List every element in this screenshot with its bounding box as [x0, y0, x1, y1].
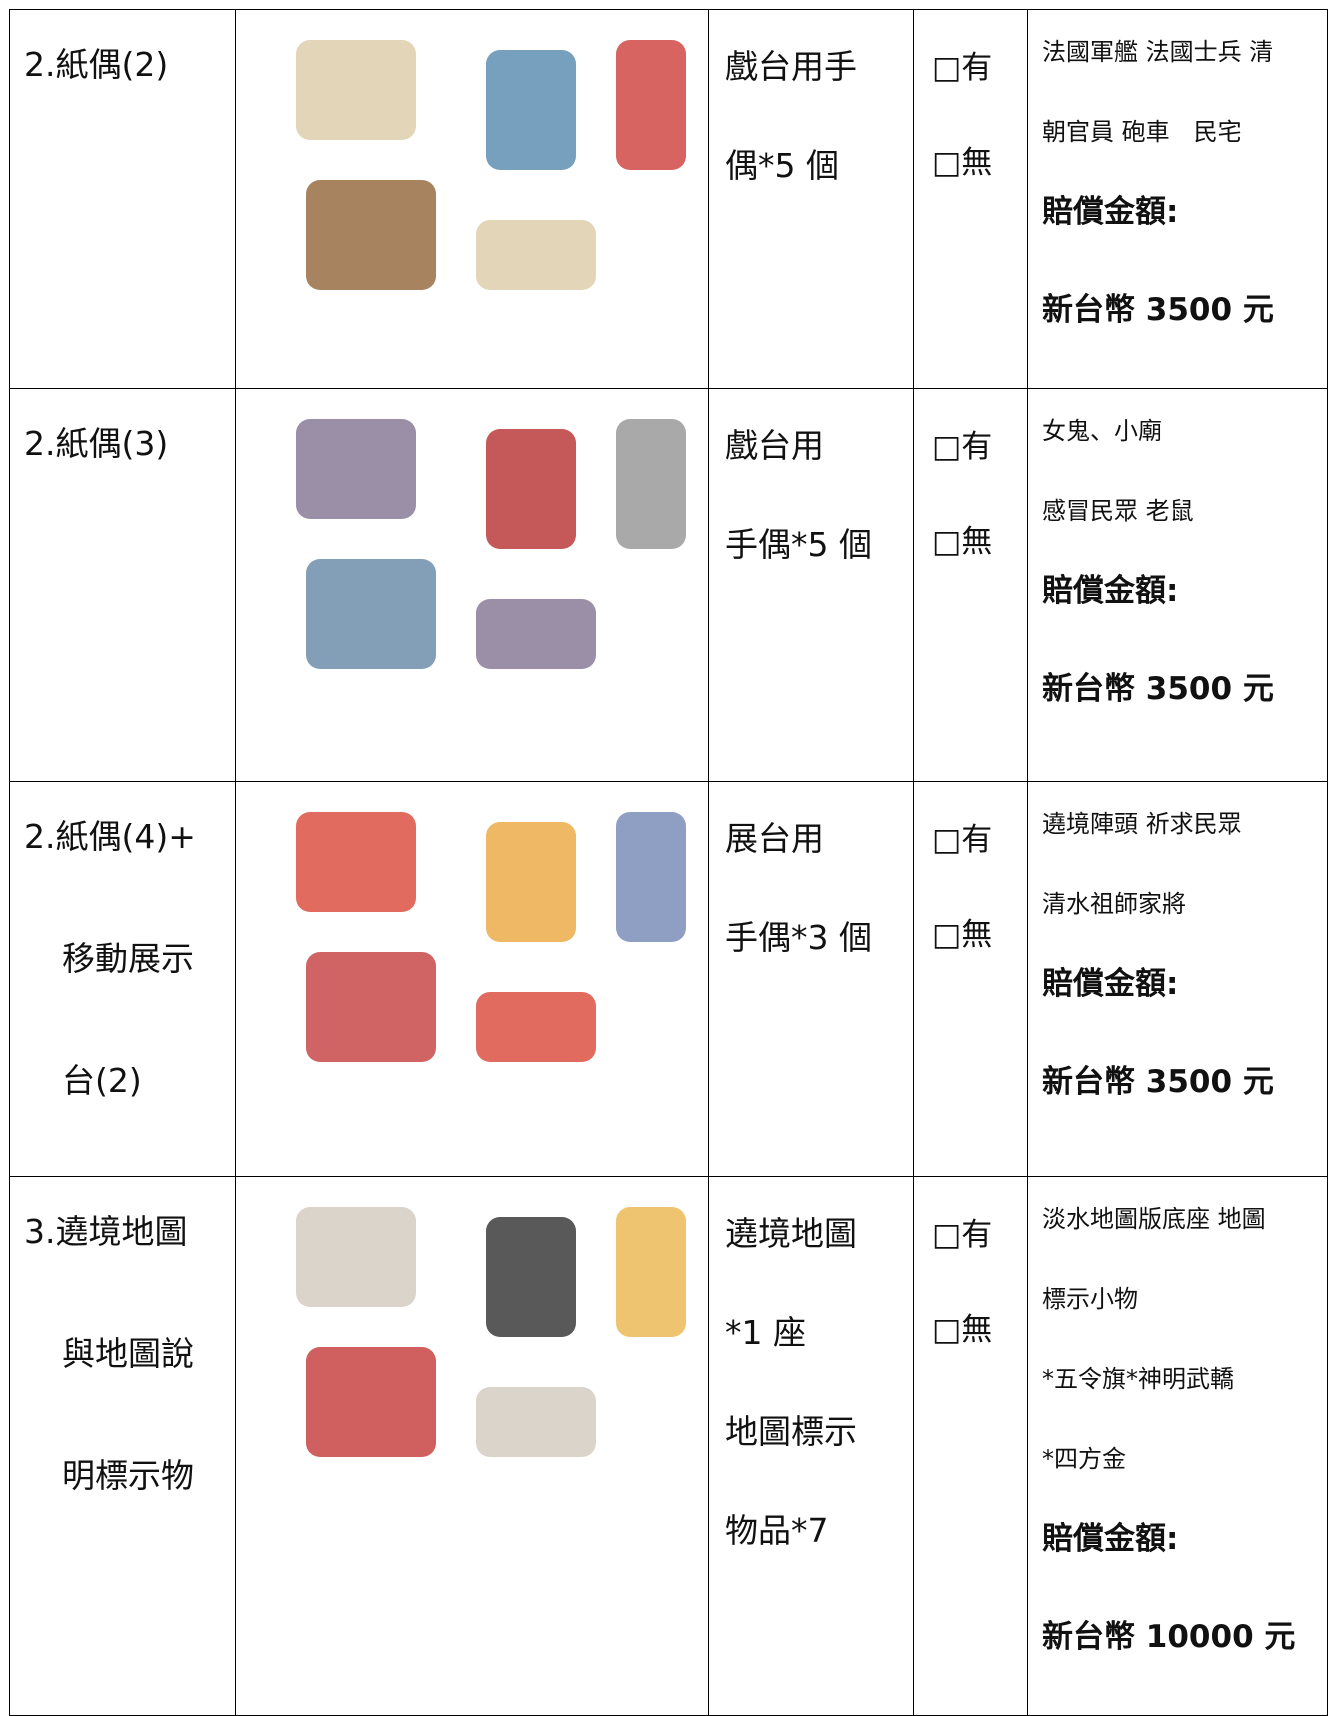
- compensation-text: 新台幣 10000 元: [1042, 1619, 1296, 1655]
- illustration-shape: [476, 220, 596, 290]
- check-option: □有: [932, 822, 993, 858]
- illustration-shape: [306, 1347, 436, 1457]
- item-text: 2.紙偶(3): [24, 424, 169, 463]
- usage-cell: 遶境地圖 *1 座地圖標示物品*7: [708, 1176, 914, 1716]
- illustration-shape: [296, 40, 416, 140]
- compensation-text: 新台幣 3500 元: [1042, 292, 1274, 328]
- usage-cell: 戲台用手偶*5 個: [708, 9, 914, 389]
- description-text: *四方金: [1042, 1445, 1126, 1473]
- usage-text: 手偶*3 個: [725, 918, 872, 957]
- check-option: □無: [932, 1312, 993, 1348]
- check-cell: □有 □無: [913, 9, 1028, 389]
- usage-text: 偶*5 個: [725, 146, 839, 185]
- check-cell: □有 □無: [913, 388, 1028, 782]
- picture-cell: [235, 1176, 709, 1716]
- description-cell: 遶境陣頭 祈求民眾 清水祖師家將賠償金額: 新台幣 3500 元: [1027, 781, 1328, 1177]
- table-row: 2.紙偶(4)+ 移動展示 台(2) 展台用 手偶*3 個 □有 □無 遶境陣頭 祈求民眾 清水…: [9, 781, 1328, 1177]
- illustration-shape: [296, 419, 416, 519]
- item-text: 2.紙偶(2): [24, 45, 169, 84]
- compensation-text: 新台幣 3500 元: [1042, 1064, 1274, 1100]
- description-text: *五令旗*神明武轎: [1042, 1365, 1234, 1393]
- usage-text: 展台用: [725, 819, 824, 858]
- check-option: □無: [932, 145, 993, 181]
- illustration-shape: [486, 822, 576, 942]
- description-text: 感冒民眾 老鼠: [1042, 497, 1194, 525]
- description-text: 法國軍艦 法國士兵 清: [1042, 38, 1274, 66]
- item-text: 與地圖說: [62, 1334, 194, 1373]
- usage-text: *1 座: [725, 1313, 806, 1352]
- usage-text: 戲台用: [725, 426, 824, 465]
- picture-cell: [235, 781, 709, 1177]
- table-row: 2.紙偶(3) 戲台用手偶*5 個 □有 □無 女鬼、小廟感冒民眾 老鼠賠償金額: 新台幣…: [9, 388, 1328, 782]
- check-option: □有: [932, 1217, 993, 1253]
- compensation-text: 新台幣 3500 元: [1042, 671, 1274, 707]
- compensation: 賠償金額: 新台幣 10000 元: [1042, 1519, 1327, 1715]
- table-row: 3.遶境地圖 與地圖說 明標示物 遶境地圖 *1 座地圖標示 物品*7 □有 □無 淡水地圖版底…: [9, 1176, 1328, 1716]
- compensation: 賠償金額: 新台幣 3500 元: [1042, 964, 1327, 1160]
- item-text: 台(2): [62, 1061, 142, 1100]
- check-cell: □有 □無: [913, 1176, 1028, 1716]
- illustration-shape: [616, 1207, 686, 1337]
- check-cell: □有 □無: [913, 781, 1028, 1177]
- usage-text: 遶境地圖: [725, 1214, 857, 1253]
- illustration-shape: [476, 1387, 596, 1457]
- picture-cell: [235, 9, 709, 389]
- description-text: 淡水地圖版底座 地圖: [1042, 1205, 1266, 1233]
- usage-cell: 展台用手偶*3 個: [708, 781, 914, 1177]
- illustration-shape: [486, 1217, 576, 1337]
- illustration-shape: [306, 180, 436, 290]
- description-text: 遶境陣頭 祈求民眾: [1042, 810, 1242, 838]
- illustration-shape: [616, 812, 686, 942]
- description-text: 標示小物: [1042, 1285, 1138, 1313]
- description-cell: 女鬼、小廟感冒民眾 老鼠賠償金額: 新台幣 3500 元: [1027, 388, 1328, 782]
- illustration-shape: [476, 992, 596, 1062]
- illustration-shape: [306, 559, 436, 669]
- description-text: 朝官員 砲車 民宅: [1042, 118, 1242, 146]
- description-cell: 淡水地圖版底座 地圖 標示小物 *五令旗*神明武轎 *四方金賠償金額: 新台幣 1000…: [1027, 1176, 1328, 1716]
- item-text: 明標示物: [62, 1456, 194, 1495]
- illustration-shape: [476, 599, 596, 669]
- item-text: 2.紙偶(4)+: [24, 817, 196, 856]
- item-cell: 2.紙偶(4)+ 移動展示台(2): [9, 781, 236, 1177]
- illustration-shape: [616, 40, 686, 170]
- illustration-shape: [486, 429, 576, 549]
- item-cell: 2.紙偶(3): [9, 388, 236, 782]
- picture-cell: [235, 388, 709, 782]
- check-option: □有: [932, 50, 993, 86]
- check-option: □無: [932, 524, 993, 560]
- usage-text: 戲台用手: [725, 47, 857, 86]
- check-option: □有: [932, 429, 993, 465]
- description-cell: 法國軍艦 法國士兵 清朝官員 砲車 民宅賠償金額: 新台幣 3500 元: [1027, 9, 1328, 389]
- compensation-text: 賠償金額:: [1042, 966, 1179, 1002]
- illustration: [296, 812, 686, 1062]
- item-text: 移動展示: [62, 939, 194, 978]
- usage-cell: 戲台用手偶*5 個: [708, 388, 914, 782]
- illustration-shape: [306, 952, 436, 1062]
- usage-text: 地圖標示: [725, 1412, 857, 1451]
- table-body: 2.紙偶(2) 戲台用手 偶*5 個 □有 □無 法國軍艦 法國士兵 清朝官員 砲車 民宅…: [9, 9, 1328, 1716]
- illustration: [296, 40, 686, 290]
- illustration: [296, 419, 686, 669]
- illustration-shape: [616, 419, 686, 549]
- item-text: 3.遶境地圖: [24, 1212, 188, 1251]
- illustration-shape: [296, 1207, 416, 1307]
- compensation-text: 賠償金額:: [1042, 194, 1179, 230]
- compensation-text: 賠償金額:: [1042, 573, 1179, 609]
- check-option: □無: [932, 917, 993, 953]
- inventory-table: 2.紙偶(2) 戲台用手 偶*5 個 □有 □無 法國軍艦 法國士兵 清朝官員 砲車 民宅…: [9, 9, 1328, 1716]
- description-text: 清水祖師家將: [1042, 890, 1186, 918]
- item-cell: 3.遶境地圖與地圖說明標示物: [9, 1176, 236, 1716]
- compensation-text: 賠償金額:: [1042, 1521, 1179, 1557]
- description-text: 女鬼、小廟: [1042, 417, 1162, 445]
- illustration-shape: [296, 812, 416, 912]
- compensation: 賠償金額: 新台幣 3500 元: [1042, 192, 1327, 388]
- usage-text: 手偶*5 個: [725, 525, 872, 564]
- table-row: 2.紙偶(2) 戲台用手 偶*5 個 □有 □無 法國軍艦 法國士兵 清朝官員 砲車 民宅…: [9, 9, 1328, 389]
- illustration: [296, 1207, 686, 1457]
- usage-text: 物品*7: [725, 1511, 829, 1550]
- compensation: 賠償金額: 新台幣 3500 元: [1042, 571, 1327, 767]
- item-cell: 2.紙偶(2): [9, 9, 236, 389]
- illustration-shape: [486, 50, 576, 170]
